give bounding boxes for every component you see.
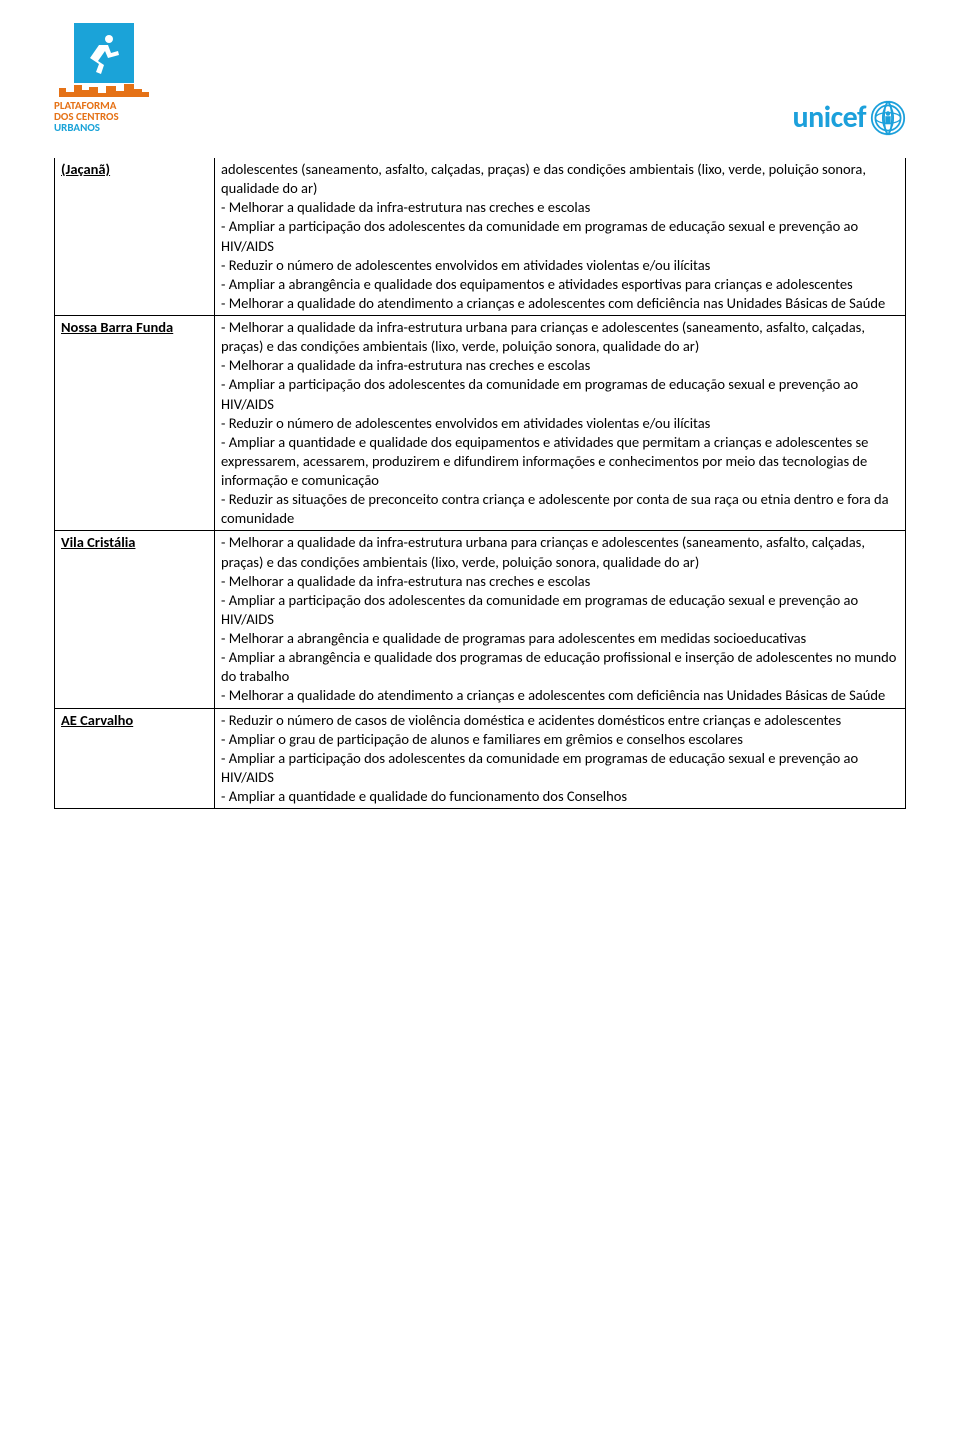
table-row: Nossa Barra Funda - Melhorar a qualidade… (55, 316, 906, 531)
table-row: (Jaçanã) adolescentes (saneamento, asfal… (55, 158, 906, 316)
logo-line-3: URBANOS (54, 122, 154, 133)
page-header: PLATAFORMA DOS CENTROS URBANOS unicef (54, 18, 906, 138)
row-label: (Jaçanã) (55, 158, 215, 316)
row-label: Nossa Barra Funda (55, 316, 215, 531)
row-label: Vila Cristália (55, 531, 215, 708)
plataforma-logo-text: PLATAFORMA DOS CENTROS URBANOS (54, 100, 154, 133)
page: PLATAFORMA DOS CENTROS URBANOS unicef (0, 0, 960, 839)
row-content: - Melhorar a qualidade da infra-estrutur… (215, 531, 906, 708)
table-row: Vila Cristália - Melhorar a qualidade da… (55, 531, 906, 708)
unicef-wordmark: unicef (793, 98, 867, 138)
row-content: - Reduzir o número de casos de violência… (215, 708, 906, 809)
community-table: (Jaçanã) adolescentes (saneamento, asfal… (54, 158, 906, 809)
table-row: AE Carvalho - Reduzir o número de casos … (55, 708, 906, 809)
unicef-globe-icon (870, 100, 906, 136)
row-content: adolescentes (saneamento, asfalto, calça… (215, 158, 906, 316)
row-content: - Melhorar a qualidade da infra-estrutur… (215, 316, 906, 531)
unicef-logo: unicef (793, 98, 907, 138)
city-skyline-icon (54, 83, 154, 97)
plataforma-logo: PLATAFORMA DOS CENTROS URBANOS (54, 18, 154, 138)
row-label: AE Carvalho (55, 708, 215, 809)
running-figure-icon (74, 23, 134, 83)
